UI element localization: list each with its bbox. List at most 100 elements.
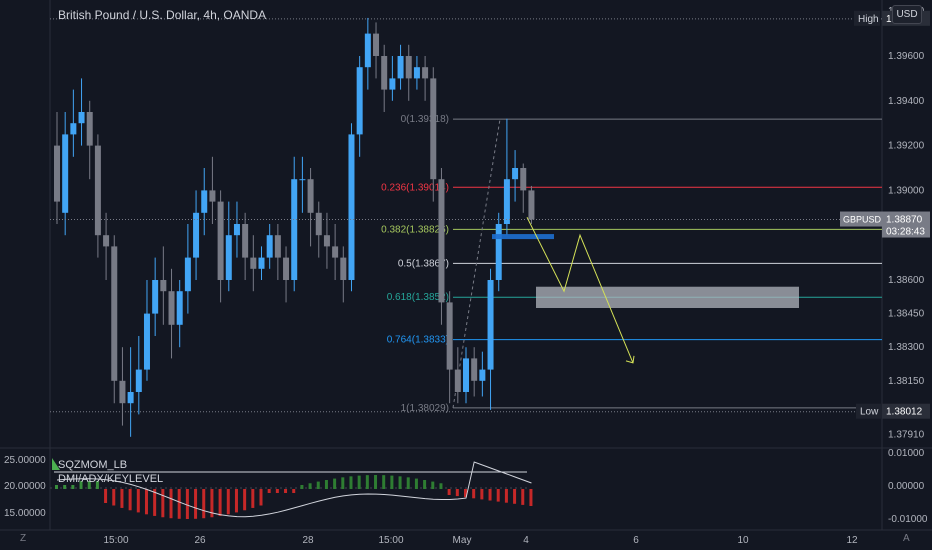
price-tick-1: 1.39600: [888, 51, 925, 62]
ind-hist-50: [464, 489, 467, 498]
ind-hist-30: [300, 485, 304, 489]
candle-body-29: [291, 179, 298, 280]
candle-body-24: [250, 257, 257, 269]
ind-hist-24: [251, 489, 255, 508]
ind-hist-47: [439, 483, 443, 489]
ind-hist-54: [496, 489, 500, 502]
candle-body-19: [209, 190, 216, 202]
ind-hist-27: [275, 489, 279, 493]
fib-label-2: 0.382(1.38826): [381, 224, 449, 235]
fib-label-3: 0.5(1.3867): [398, 258, 449, 269]
high-label-bg: [854, 10, 880, 26]
ind-hist-34: [333, 478, 337, 489]
time-tick-3: 15:00: [378, 535, 403, 546]
ind-hist-57: [521, 489, 525, 505]
ind-hist-2: [71, 485, 75, 489]
candle-body-0: [54, 145, 60, 202]
ind-hist-55: [504, 489, 508, 503]
ind-hist-17: [194, 489, 198, 519]
candle-body-55: [503, 179, 510, 224]
candle-body-17: [193, 212, 200, 258]
ind-hist-46: [431, 481, 435, 489]
blue-zone: [492, 234, 554, 240]
candle-body-1: [62, 134, 69, 213]
candle-body-18: [201, 190, 208, 213]
auto-scale-icon[interactable]: A: [903, 533, 910, 544]
time-tick-0: 15:00: [103, 535, 128, 546]
candle-body-22: [233, 224, 240, 236]
candle-body-20: [217, 201, 224, 280]
candle-body-54: [495, 224, 502, 280]
timezone-icon[interactable]: Z: [20, 533, 27, 544]
ind-hist-49: [455, 489, 459, 497]
candle-body-31: [307, 179, 314, 213]
ind-hist-5: [95, 481, 99, 489]
ind-hist-37: [357, 475, 361, 489]
gray-zone: [536, 286, 799, 308]
price-tick-4: 1.39000: [888, 185, 925, 196]
projection-path: [526, 217, 634, 364]
ind-hist-19: [210, 489, 214, 518]
candle-body-53: [487, 280, 494, 370]
high-label: High: [858, 14, 879, 25]
fib-label-6: 1(1.38029): [401, 403, 449, 414]
ind-hist-48: [447, 489, 451, 495]
price-tick-5: 1.38600: [888, 275, 925, 286]
ind-left-tick-1: 20.00000: [4, 481, 46, 492]
candle-body-14: [168, 291, 175, 325]
ind-hist-38: [365, 475, 369, 489]
candle-body-57: [520, 168, 527, 191]
signal-marker: [52, 458, 60, 470]
current-value: 1.38870: [886, 215, 923, 226]
ind-hist-32: [316, 481, 320, 489]
ind-hist-29: [292, 489, 296, 493]
ind-right-tick-1: 0.00000: [888, 481, 925, 492]
candle-body-16: [184, 257, 191, 292]
ind-hist-23: [243, 489, 247, 511]
candle-body-8: [119, 380, 126, 404]
current-value-bg: [882, 211, 930, 238]
time-tick-4: May: [453, 535, 472, 546]
candle-body-45: [422, 67, 429, 79]
candle-body-37: [356, 67, 363, 135]
ind-hist-25: [259, 489, 263, 506]
fib-label-0: 0(1.39318): [401, 114, 449, 125]
candle-body-40: [381, 56, 388, 90]
candle-body-26: [266, 235, 273, 258]
ind-hist-18: [202, 489, 206, 519]
time-tick-2: 28: [302, 535, 314, 546]
candle-body-48: [446, 302, 453, 370]
ind-hist-33: [324, 480, 328, 489]
candle-body-7: [111, 246, 118, 381]
ind-hist-39: [374, 475, 378, 489]
candle-body-32: [315, 212, 322, 236]
indicator-title-sqzmom: SQZMOM_LB: [58, 459, 128, 471]
low-label: Low: [860, 407, 879, 418]
candle-body-9: [127, 392, 134, 404]
price-tick-7: 1.38300: [888, 342, 925, 353]
candle-body-36: [348, 134, 355, 280]
currency-button[interactable]: USD: [892, 5, 922, 24]
candle-body-30: [299, 179, 306, 181]
candle-body-2: [70, 123, 77, 135]
time-tick-8: 12: [846, 535, 858, 546]
candle-body-5: [94, 145, 101, 236]
low-label-bg: [856, 403, 882, 419]
fib-trend-line: [452, 119, 501, 408]
time-tick-7: 10: [737, 535, 749, 546]
candle-body-28: [283, 257, 290, 280]
ind-hist-51: [472, 489, 476, 499]
ind-hist-8: [120, 489, 124, 508]
candle-body-27: [274, 235, 281, 258]
ind-right-tick-0: 0.01000: [888, 448, 925, 459]
time-tick-1: 26: [194, 535, 206, 546]
ind-hist-7: [112, 489, 116, 506]
candle-body-58: [528, 190, 535, 220]
ind-hist-22: [234, 489, 238, 513]
candle-body-15: [176, 291, 183, 325]
candle-body-21: [225, 235, 232, 280]
indicator-title-dmi: DMI/ADX/KEYLEVEL: [58, 473, 164, 485]
candle-body-47: [438, 179, 445, 303]
